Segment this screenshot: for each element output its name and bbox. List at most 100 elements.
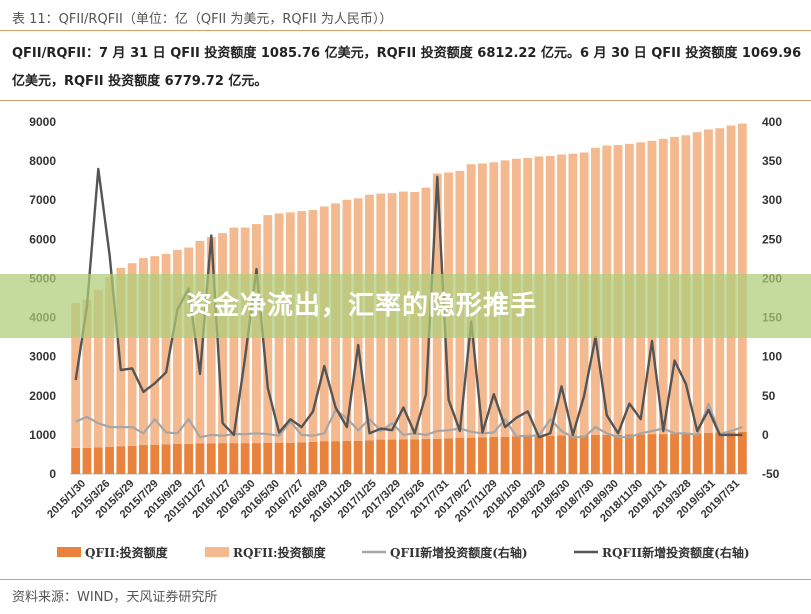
qfii-bar — [500, 436, 510, 474]
qfii-bar — [636, 434, 646, 474]
qfii-bar — [557, 435, 566, 474]
qfii-bar — [353, 440, 363, 474]
caption-rule — [0, 30, 811, 31]
legend-swatch — [205, 547, 229, 557]
qfii-bar — [252, 443, 261, 474]
overlay-banner: 资金净流出，汇率的隐形推手 — [0, 274, 811, 338]
qfii-bar — [545, 435, 555, 474]
qfii-bar — [229, 443, 239, 474]
qfii-bar — [274, 442, 284, 474]
qfii-bar — [195, 443, 205, 474]
qfii-bar — [331, 441, 340, 474]
right-axis-tick-label: 300 — [762, 193, 782, 207]
qfii-bar — [613, 434, 623, 474]
qfii-bar — [308, 441, 318, 474]
rqfii-bar — [127, 263, 137, 446]
legend-swatch — [57, 547, 81, 557]
qfii-bar — [421, 438, 431, 474]
right-axis-tick-label: 100 — [762, 350, 782, 364]
qfii-bar — [670, 433, 679, 474]
qfii-bar — [579, 435, 589, 474]
qfii-bar — [534, 436, 544, 474]
qfii-bar — [263, 442, 273, 474]
rqfii-bar — [82, 299, 92, 448]
qfii-bar — [466, 437, 476, 474]
rqfii-bar — [105, 277, 114, 448]
right-axis-tick-label: 50 — [762, 389, 776, 403]
rqfii-bar — [172, 249, 182, 444]
left-axis-tick-label: 6000 — [29, 232, 56, 246]
qfii-bar — [410, 439, 420, 474]
qfii-bar — [206, 443, 216, 474]
right-axis-tick-label: 400 — [762, 115, 782, 129]
qfii-bar — [624, 434, 634, 474]
qfii-bar — [398, 439, 408, 474]
qfii-bar — [139, 445, 148, 474]
rqfii-bar — [218, 233, 227, 444]
qfii-bar — [365, 440, 374, 474]
qfii-bar — [681, 433, 691, 474]
left-axis-tick-label: 0 — [49, 467, 56, 481]
rqfii-bar — [161, 253, 171, 445]
left-axis-tick-label: 8000 — [29, 154, 56, 168]
left-axis-tick-label: 3000 — [29, 350, 56, 364]
qfii-bar — [127, 445, 137, 474]
qfii-bar — [218, 443, 227, 474]
legend-label: RQFII新增投资额度(右轴) — [602, 545, 750, 560]
qfii-bar — [715, 432, 725, 474]
qfii-bar — [93, 447, 103, 474]
source-rule — [0, 579, 811, 580]
qfii-bar — [444, 438, 453, 474]
rqfii-bar — [206, 236, 216, 444]
qfii-bar — [105, 447, 114, 474]
qfii-new-line — [75, 402, 743, 439]
left-axis-tick-label: 1000 — [29, 428, 56, 442]
qfii-bar — [511, 436, 521, 474]
legend-label: RQFII:投资额度 — [233, 545, 327, 560]
qfii-bar — [240, 443, 250, 474]
left-axis-tick-label: 7000 — [29, 193, 56, 207]
rqfii-bar — [116, 267, 126, 447]
legend-label: QFII:投资额度 — [85, 545, 169, 560]
qfii-bar — [523, 436, 533, 474]
right-axis-tick-label: 350 — [762, 154, 782, 168]
note-text: QFII/RQFII：7 月 31 日 QFII 投资额度 1085.76 亿美… — [12, 46, 802, 89]
qfii-bar — [319, 441, 329, 474]
qfii-bar — [647, 434, 657, 474]
qfii-bar — [602, 434, 612, 474]
rqfii-bar — [184, 247, 194, 444]
qfii-bar — [297, 442, 307, 474]
rqfii-bar — [195, 240, 205, 444]
right-axis-tick-label: 0 — [762, 428, 769, 442]
qfii-bar — [692, 433, 702, 474]
qfii-bar — [478, 437, 487, 474]
qfii-bar — [455, 438, 465, 474]
left-axis-tick-label: 2000 — [29, 389, 56, 403]
note-rule — [0, 100, 811, 101]
rqfii-bar — [93, 289, 103, 448]
left-axis-tick-label: 9000 — [29, 115, 56, 129]
qfii-bar — [184, 443, 194, 474]
qfii-bar — [376, 439, 386, 474]
table-caption: 表 11：QFII/RQFII（单位：亿（QFII 为美元，RQFII 为人民币… — [12, 12, 393, 27]
qfii-bar — [285, 442, 295, 474]
right-axis-tick-label: 250 — [762, 232, 782, 246]
legend-label: QFII新增投资额度(右轴) — [390, 545, 528, 560]
qfii-bar — [658, 434, 668, 474]
qfii-bar — [387, 439, 397, 474]
qfii-bar — [342, 440, 352, 474]
rqfii-bar — [139, 258, 148, 446]
qfii-bar — [150, 444, 160, 474]
qfii-bar — [737, 431, 747, 474]
qfii-bar — [591, 434, 600, 474]
qfii-bar — [71, 447, 81, 474]
rqfii-bar — [150, 256, 160, 445]
qfii-bar — [172, 443, 182, 474]
right-axis-tick-label: -50 — [762, 467, 780, 481]
qfii-bar — [489, 436, 499, 474]
qfii-bar — [726, 432, 736, 474]
qfii-bar — [704, 432, 713, 474]
source-text: 资料来源：WIND，天风证券研究所 — [12, 590, 218, 605]
banner-title: 资金净流出，汇率的隐形推手 — [186, 291, 538, 321]
qfii-bar — [161, 444, 171, 474]
